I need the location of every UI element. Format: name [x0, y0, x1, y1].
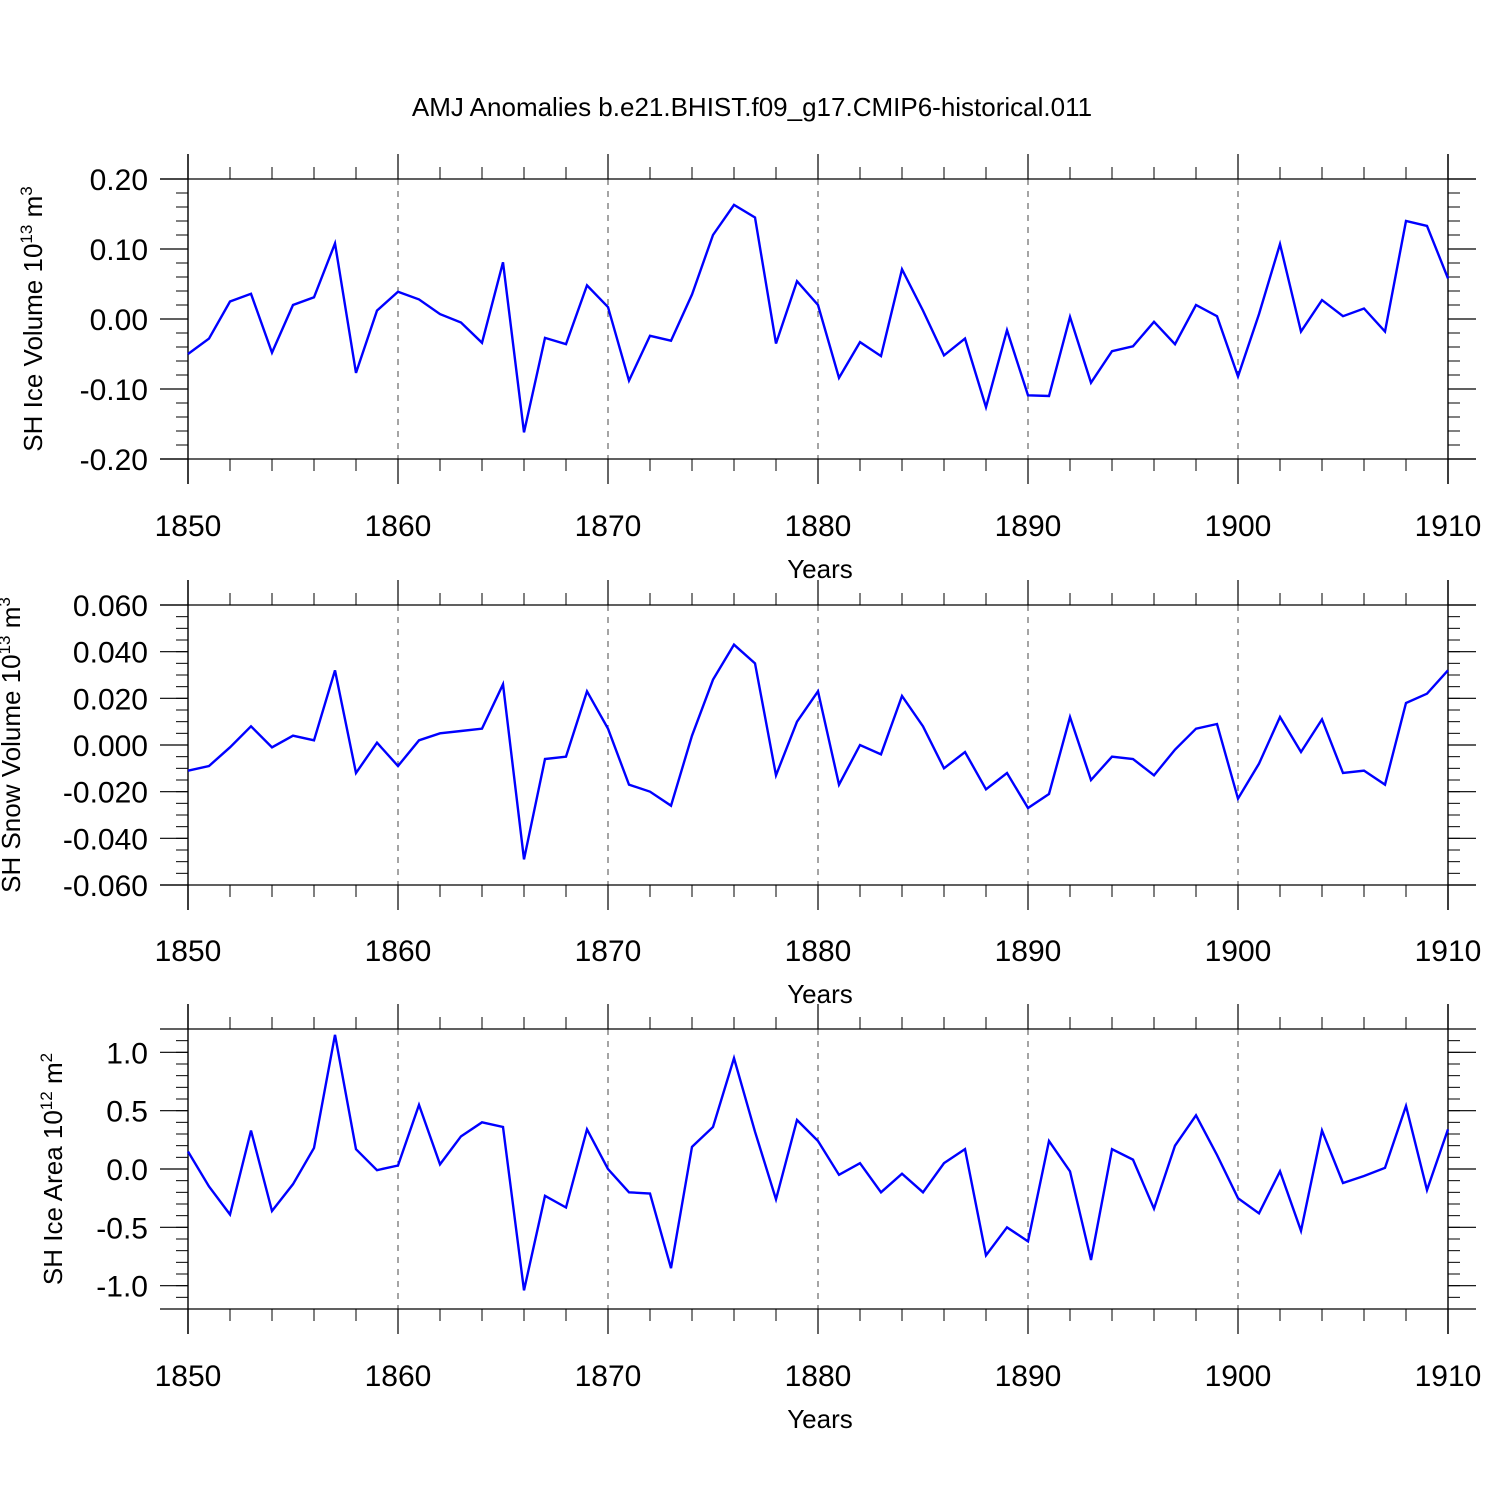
- y-tick-label: -0.5: [96, 1212, 148, 1245]
- x-tick-label-1860: 1860: [365, 935, 432, 968]
- x-axis-label: Years: [787, 554, 853, 584]
- y-axis-label-superscript: 13: [0, 635, 14, 654]
- y-axis-label: SH Ice Volume 1013 m3: [17, 186, 48, 451]
- y-axis-label-text: m: [18, 196, 48, 225]
- y-axis-label-text: SH Ice Volume 10: [18, 244, 48, 452]
- y-axis-label-superscript: 3: [0, 597, 14, 606]
- x-tick-label-1900: 1900: [1205, 510, 1272, 543]
- y-tick-label: -0.060: [63, 870, 148, 903]
- y-tick-label: 0.060: [73, 590, 148, 623]
- y-tick-label: 1.0: [106, 1037, 148, 1070]
- y-axis-label-superscript: 3: [17, 186, 36, 195]
- y-axis-label-text: m: [0, 607, 26, 636]
- x-tick-label-1910: 1910: [1415, 1360, 1482, 1393]
- chart-ice-volume: 1850 1860 1870 1880 1890 1900 1910 0.20 0.10 0.00…: [17, 154, 1481, 584]
- y-tick-label: 0.5: [106, 1096, 148, 1129]
- y-axis-label-text: SH Ice Area 10: [38, 1110, 68, 1285]
- y-axis-label-superscript: 12: [37, 1091, 56, 1110]
- y-axis-label-superscript: 2: [37, 1053, 56, 1062]
- x-tick-label-1910: 1910: [1415, 510, 1482, 543]
- x-tick-label-1900: 1900: [1205, 1360, 1272, 1393]
- y-tick-label: 0.020: [73, 683, 148, 716]
- y-tick-label: 0.000: [73, 730, 148, 763]
- x-tick-label-1910: 1910: [1415, 935, 1482, 968]
- y-tick-label: -0.020: [63, 777, 148, 810]
- y-tick-label: 0.0: [106, 1154, 148, 1187]
- x-tick-label-1870: 1870: [575, 1360, 642, 1393]
- y-axis-label-text: SH Snow Volume 10: [0, 654, 26, 892]
- y-tick-label: -1.0: [96, 1271, 148, 1304]
- x-tick-label-1900: 1900: [1205, 935, 1272, 968]
- x-tick-label-1850: 1850: [155, 1360, 222, 1393]
- x-tick-label-1860: 1860: [365, 1360, 432, 1393]
- x-tick-label-1870: 1870: [575, 935, 642, 968]
- y-tick-label: -0.040: [63, 823, 148, 856]
- x-tick-label-1880: 1880: [785, 510, 852, 543]
- x-tick-label-1890: 1890: [995, 1360, 1062, 1393]
- x-tick-label-1890: 1890: [995, 510, 1062, 543]
- chart-panels: 1850 1860 1870 1880 1890 1900 19100.200.100.00…: [0, 154, 1481, 1434]
- y-axis-label-text: m: [38, 1062, 68, 1091]
- y-axis-label-superscript: 13: [17, 225, 36, 244]
- x-tick-label-1880: 1880: [785, 935, 852, 968]
- chart-ice-area: 1850 1860 1870 1880 1890 1900 1910 1.0 0.5 0.0 -0.…: [37, 1004, 1481, 1434]
- y-tick-label: -0.10: [80, 374, 148, 407]
- x-axis-label: Years: [787, 1404, 853, 1434]
- x-tick-label-1890: 1890: [995, 935, 1062, 968]
- x-axis-label: Years: [787, 979, 853, 1009]
- y-tick-label: 0.040: [73, 637, 148, 670]
- x-tick-label-1850: 1850: [155, 935, 222, 968]
- x-tick-label-1870: 1870: [575, 510, 642, 543]
- y-tick-label: -0.20: [80, 444, 148, 477]
- y-axis-label: SH Snow Volume 1013 m3: [0, 597, 26, 893]
- x-tick-label-1880: 1880: [785, 1360, 852, 1393]
- y-tick-label: 0.20: [90, 164, 148, 197]
- figure-title: AMJ Anomalies b.e21.BHIST.f09_g17.CMIP6-…: [412, 92, 1092, 122]
- x-tick-label-1860: 1860: [365, 510, 432, 543]
- y-tick-label: 0.00: [90, 304, 148, 337]
- x-tick-label-1850: 1850: [155, 510, 222, 543]
- y-axis-label: SH Ice Area 1012 m2: [37, 1053, 68, 1285]
- chart-snow-volume: 1850 1860 1870 1880 1890 1900 1910 0.060 0.040 0.…: [0, 580, 1481, 1009]
- y-tick-label: 0.10: [90, 234, 148, 267]
